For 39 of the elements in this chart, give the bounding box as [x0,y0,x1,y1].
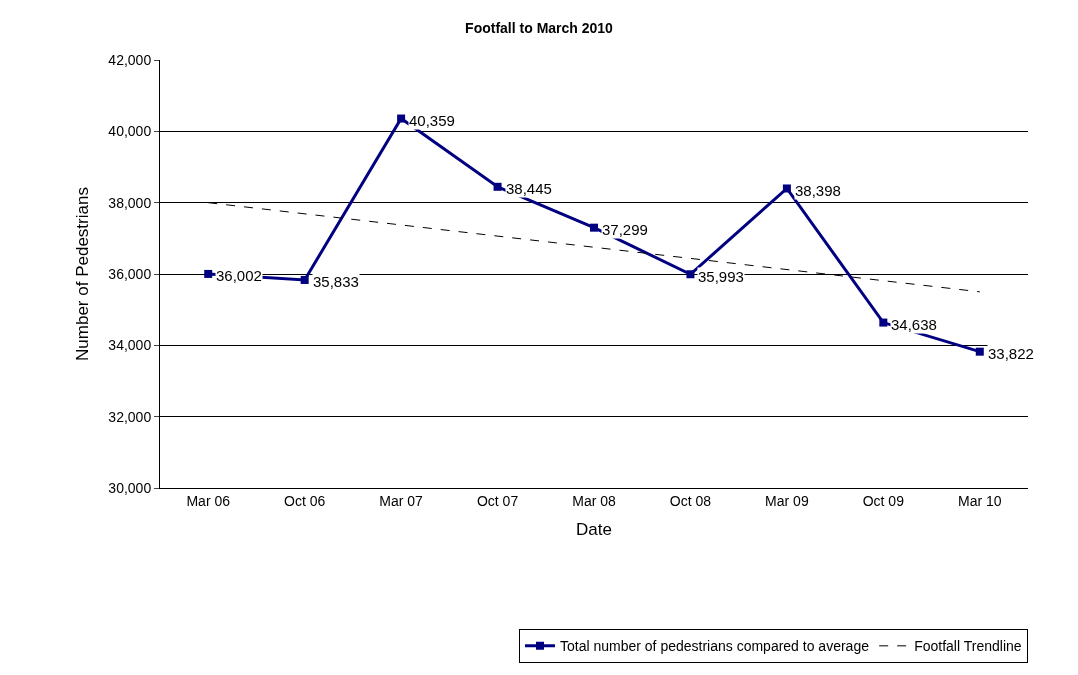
legend-label: Total number of pedestrians compared to average [560,638,870,655]
x-tick-label: Oct 07 [476,492,519,509]
x-tick-label: Mar 07 [379,492,424,509]
x-tick-label: Oct 06 [284,492,326,509]
x-tick-label: Mar 09 [765,492,809,509]
y-axis-title: Number of Pedestrians [72,187,92,361]
y-tick-label: 40,000 [108,123,152,140]
x-tick-label: Oct 09 [862,492,905,509]
point [879,318,888,327]
x-tick-label: Mar 06 [186,492,231,509]
x-tick-label: Oct 08 [669,492,712,509]
data-label: 40,359 [409,112,455,129]
data-label: 35,833 [313,273,359,290]
point [493,182,502,191]
point [204,269,213,278]
point [686,270,695,279]
y-tick-label: 38,000 [108,194,152,211]
data-label: 33,822 [988,345,1034,362]
y-tick-label: 42,000 [108,51,152,68]
chart-title: Footfall to March 2010 [465,20,614,37]
y-tick-label: 32,000 [108,408,152,425]
point [782,184,791,193]
y-tick-label: 36,000 [108,265,152,282]
legend-label: Footfall Trendline [914,638,1022,655]
y-tick-label: 34,000 [108,337,152,354]
data-label: 35,993 [698,268,744,285]
data-label: 34,638 [891,316,937,333]
point [397,114,406,123]
point [590,223,598,232]
point [975,347,984,356]
data-label: 37,299 [602,221,648,238]
x-tick-label: Mar 10 [957,492,1002,509]
data-label: 38,398 [795,182,841,199]
x-tick-label: Mar 08 [572,492,616,509]
point [300,275,309,284]
data-label: 38,445 [506,180,552,197]
y-tick-label: 30,000 [108,479,152,496]
x-axis-title: Date [576,520,612,540]
data-label: 36,002 [216,267,262,284]
